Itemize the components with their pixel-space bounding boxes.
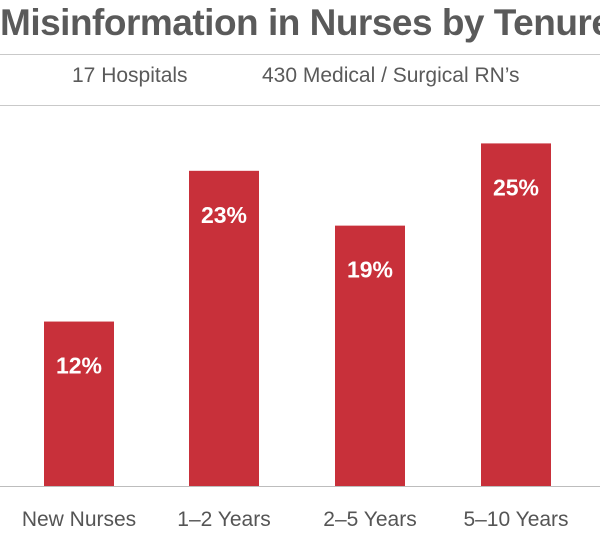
title-divider-top xyxy=(0,54,600,55)
bar-1 xyxy=(189,170,259,486)
bar-2 xyxy=(335,225,405,486)
category-label-3: 5–10 Years xyxy=(463,508,568,531)
subtitle-hospitals: 17 Hospitals xyxy=(72,64,188,87)
title-divider-bottom xyxy=(0,105,600,106)
category-label-0: New Nurses xyxy=(22,508,136,531)
bar-3 xyxy=(481,143,551,486)
bar-0 xyxy=(44,321,114,486)
chart-title: Misinformation in Nurses by Tenure xyxy=(0,2,600,43)
bar-value-label-1: 23% xyxy=(201,202,247,228)
category-label-1: 1–2 Years xyxy=(177,508,270,531)
bar-value-label-2: 19% xyxy=(347,257,393,283)
category-label-2: 2–5 Years xyxy=(323,508,416,531)
subtitle-rns: 430 Medical / Surgical RN’s xyxy=(262,64,520,87)
bar-value-label-0: 12% xyxy=(56,353,102,379)
bar-value-label-3: 25% xyxy=(493,174,539,200)
